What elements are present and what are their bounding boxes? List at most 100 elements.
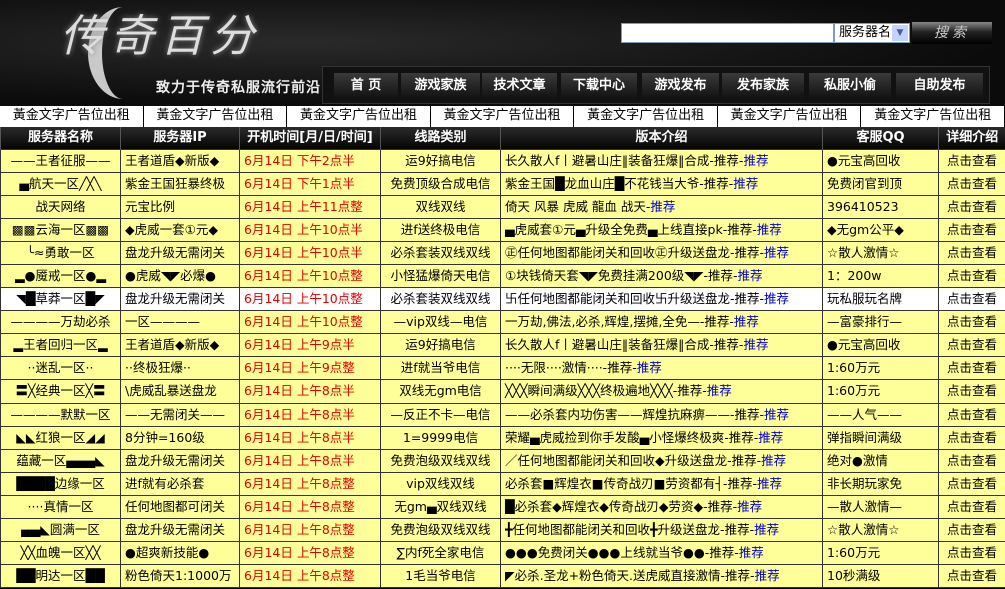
version-text: ◤必杀.圣龙+粉色倚天.送虎威直接激情-推荐- (505, 568, 755, 584)
detail-link[interactable]: 点击查看 (938, 263, 1005, 289)
table-row: ————万劫必杀 一区———— 6月14日 上午10点整 —vip双线—电信 一万劫,佛… (0, 310, 1005, 335)
detail-link[interactable]: 点击查看 (938, 310, 1005, 335)
version-intro[interactable]: ····无限····激情····-推荐-推荐 (500, 356, 823, 381)
version-intro[interactable]: ●●●免费闭关●●●上线就当爷●●-推荐-推荐 (500, 541, 823, 566)
ad-slot-link[interactable]: 黃金文字广告位出租 (718, 106, 862, 127)
server-name-link[interactable]: 〓╳经典一区╳〓 (0, 379, 121, 404)
ad-slot-link[interactable]: 黃金文字广告位出租 (574, 106, 718, 127)
nav-item[interactable]: 私服小偷 (809, 73, 891, 99)
version-intro[interactable]: 卐任何地图都能闭关和回收卐升级送盘龙-推荐-推荐 (500, 287, 823, 312)
recommend-link[interactable]: 推荐 (738, 545, 764, 561)
version-intro[interactable]: ╋任何地图都能闭关和回收╋升级送盘龙-推荐-推荐 (500, 517, 823, 543)
version-intro[interactable]: ㊣任何地图都能闭关和回收㊣升级送盘龙-推荐-推荐 (500, 240, 823, 265)
server-name-link[interactable]: ▄▄◣圆满一区 (0, 517, 121, 543)
server-name-link[interactable]: 蕴藏一区▄▄▄◣ (0, 448, 121, 473)
recommend-link[interactable]: 推荐 (761, 452, 787, 468)
detail-link[interactable]: 点击查看 (938, 448, 1005, 473)
server-name-link[interactable]: ▂●魇戒一区●▂ (0, 263, 121, 289)
table-row: ▂●魇戒一区●▂ ●虎威◥◤必爆● 6月14日 上午10点整 小怪猛爆倚天电信 ①块钱倚… (0, 263, 1005, 289)
recommend-link[interactable]: 推荐 (650, 198, 676, 214)
recommend-link[interactable]: 推荐 (733, 175, 759, 191)
open-time: 6月14日 上午10点整 (239, 263, 381, 289)
server-name-link[interactable]: ▩▩云海一区▩▩ (0, 217, 121, 242)
search-type-select[interactable]: 服务器名 ▼ (834, 23, 910, 43)
nav-item[interactable]: 技术文章 (482, 73, 557, 99)
recommend-link[interactable]: 推荐 (756, 475, 782, 491)
server-name-link[interactable]: ——王者征服—— (0, 148, 121, 173)
ad-slot-link[interactable]: 黃金文字广告位出租 (431, 106, 575, 127)
detail-link[interactable]: 点击查看 (938, 356, 1005, 381)
detail-link[interactable]: 点击查看 (938, 333, 1005, 358)
version-intro[interactable]: 紫金王国█龙血山庄█不花钱当大爷-推荐-推荐 (500, 171, 823, 196)
server-name-link[interactable]: ··迷乱一区·· (0, 356, 121, 381)
nav-item[interactable]: 自助发布 (896, 73, 983, 99)
server-name-link[interactable]: ██明达一区██ (0, 564, 121, 589)
detail-link[interactable]: 点击查看 (938, 217, 1005, 242)
nav-item[interactable]: 游戏家族 (401, 73, 480, 99)
recommend-link[interactable]: 推荐 (754, 522, 780, 538)
version-intro[interactable]: █必杀套◆辉煌衣◆传奇战刃◆劳资◆-推荐-推荐 (500, 494, 823, 520)
version-intro[interactable]: 荣耀▄虎威捡到你手发酸▄小怪爆终极爽-推荐-推荐 (500, 425, 823, 450)
recommend-link[interactable]: 推荐 (754, 568, 780, 584)
detail-link[interactable]: 点击查看 (938, 148, 1005, 173)
detail-link[interactable]: 点击查看 (938, 402, 1005, 427)
nav-item[interactable]: 下载中心 (561, 73, 637, 99)
recommend-link[interactable]: 推荐 (743, 337, 769, 353)
recommend-link[interactable]: 推荐 (737, 268, 763, 284)
detail-link[interactable]: 点击查看 (938, 425, 1005, 450)
server-name-link[interactable]: ▄航天一区╱╳╲ (0, 171, 121, 196)
recommend-link[interactable]: 推荐 (764, 406, 790, 422)
recommend-link[interactable]: 推荐 (764, 291, 790, 307)
detail-link[interactable]: 点击查看 (938, 379, 1005, 404)
server-name-link[interactable]: ◥█草莽一区█◤ (0, 287, 121, 312)
version-intro[interactable]: ——必杀套内功伤害——辉煌抗麻痹——-推荐-推荐 (500, 402, 823, 427)
server-name-link[interactable]: 战天网络 (0, 194, 121, 219)
recommend-link[interactable]: 推荐 (733, 314, 759, 330)
recommend-link[interactable]: 推荐 (636, 360, 662, 376)
recommend-link[interactable]: 推荐 (756, 221, 782, 237)
version-intro[interactable]: ①块钱倚天套◥◤免费挂满200级◥◤-推荐-推荐 (500, 263, 823, 289)
ad-slot-link[interactable]: 黃金文字广告位出租 (144, 106, 288, 127)
nav-item[interactable]: 游戏发布 (642, 73, 719, 99)
detail-link[interactable]: 点击查看 (938, 471, 1005, 496)
search-button[interactable]: 搜索 (912, 22, 992, 44)
version-intro[interactable]: 倚天 风暴 虎威 龍血 战天-推荐 (500, 194, 823, 219)
recommend-link[interactable]: 推荐 (743, 152, 769, 168)
version-intro[interactable]: ／任何地图都能闭关和回收◆升级送盘龙-推荐-推荐 (500, 448, 823, 473)
detail-link[interactable]: 点击查看 (938, 240, 1005, 265)
nav-item[interactable]: 发布家族 (722, 73, 804, 99)
detail-link[interactable]: 点击查看 (938, 287, 1005, 312)
site-logo[interactable]: 传奇百分 致力于传奇私服流行前沿 (30, 5, 320, 105)
server-name-link[interactable]: ————默默一区 (0, 402, 121, 427)
recommend-link[interactable]: 推荐 (758, 429, 784, 445)
server-name-link[interactable]: ╰≈勇敢一区 (0, 240, 121, 265)
version-intro[interactable]: ╳╳╳瞬间满级╳╳╳终极遍地╳╳╳-推荐-推荐 (500, 379, 823, 404)
server-name-link[interactable]: ····真情一区 (0, 494, 121, 520)
recommend-link[interactable]: 推荐 (737, 498, 763, 514)
ad-slot-link[interactable]: 黃金文字广告位出租 (861, 106, 1005, 127)
version-intro[interactable]: 长久散人f丨避暑山庄‖装备狂爆‖合成-推荐-推荐 (500, 333, 823, 358)
detail-link[interactable]: 点击查看 (938, 171, 1005, 196)
nav-item[interactable]: 首 页 (334, 73, 398, 99)
detail-link[interactable]: 点击查看 (938, 541, 1005, 566)
server-name-link[interactable]: ◣◣红狼一区◢◢ (0, 425, 121, 450)
server-name-link[interactable]: ╳╳血魄一区╳╳ (0, 541, 121, 566)
server-name-link[interactable]: ————万劫必杀 (0, 310, 121, 335)
server-name-link[interactable]: ▂王者回归一区▂ (0, 333, 121, 358)
ad-slot-link[interactable]: 黃金文字广告位出租 (287, 106, 431, 127)
detail-link[interactable]: 点击查看 (938, 564, 1005, 589)
version-intro[interactable]: 必杀套■辉煌衣■传奇战刃■劳资都有┤-推荐-推荐 (500, 471, 823, 496)
search-input[interactable] (621, 23, 834, 43)
version-intro[interactable]: ▄虎威套①元▄升级全免费▄上线直接pk-推荐-推荐 (500, 217, 823, 242)
version-intro[interactable]: 长久散人f丨避暑山庄‖装备狂爆‖合成-推荐-推荐 (500, 148, 823, 173)
detail-link[interactable]: 点击查看 (938, 517, 1005, 543)
version-intro[interactable]: ◤必杀.圣龙+粉色倚天.送虎威直接激情-推荐-推荐 (500, 564, 823, 589)
detail-link[interactable]: 点击查看 (938, 494, 1005, 520)
recommend-link[interactable]: 推荐 (706, 383, 732, 399)
detail-link[interactable]: 点击查看 (938, 194, 1005, 219)
server-name-link[interactable]: ████边缘一区 (0, 471, 121, 496)
open-time: 6月14日 上午8点半 (239, 379, 381, 404)
version-intro[interactable]: 一万劫,佛法,必杀,辉煌,摆摊,全免—-推荐-推荐 (500, 310, 823, 335)
recommend-link[interactable]: 推荐 (764, 244, 790, 260)
ad-slot-link[interactable]: 黃金文字广告位出租 (0, 106, 144, 127)
